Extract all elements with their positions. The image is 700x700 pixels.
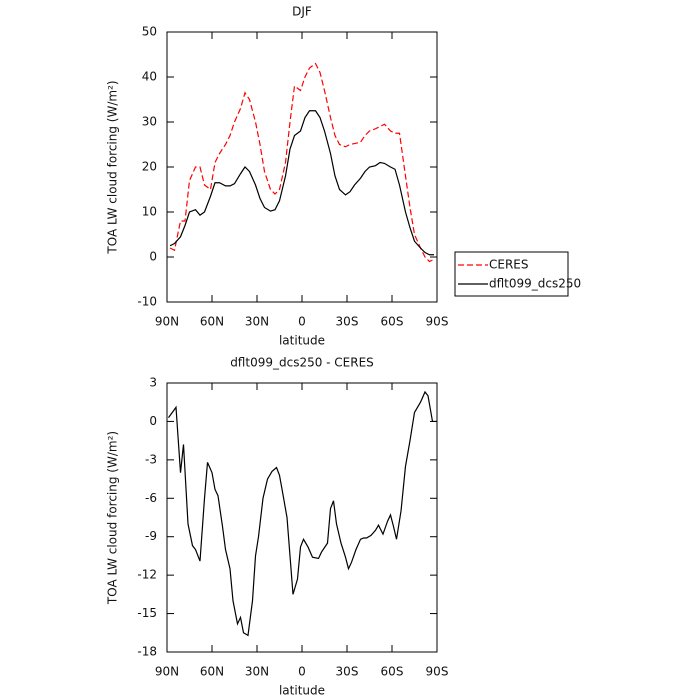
chart-title: dflt099_dcs250 - CERES bbox=[230, 356, 374, 370]
y-tick-label: -10 bbox=[137, 295, 157, 309]
x-tick-label: 30S bbox=[336, 665, 359, 679]
y-tick-label: -3 bbox=[145, 452, 157, 466]
x-tick-label: 30N bbox=[245, 665, 269, 679]
y-tick-label: 30 bbox=[142, 115, 157, 129]
y-tick-label: -6 bbox=[145, 491, 157, 505]
x-tick-label: 90S bbox=[426, 315, 449, 329]
y-tick-label: 3 bbox=[149, 376, 157, 390]
x-tick-label: 90S bbox=[426, 665, 449, 679]
x-tick-label: 60S bbox=[381, 665, 404, 679]
x-axis-label: latitude bbox=[279, 334, 325, 348]
y-tick-label: 40 bbox=[142, 70, 157, 84]
y-tick-label: -9 bbox=[145, 529, 157, 543]
x-axis-label: latitude bbox=[279, 684, 325, 698]
x-tick-label: 30S bbox=[336, 315, 359, 329]
plot-frame bbox=[166, 31, 438, 303]
y-tick-label: 10 bbox=[142, 205, 157, 219]
y-tick-label: -15 bbox=[137, 606, 157, 620]
x-tick-label: 30N bbox=[245, 315, 269, 329]
data-line bbox=[169, 110, 434, 256]
data-line bbox=[169, 62, 435, 263]
x-tick-label: 60S bbox=[381, 315, 404, 329]
y-tick-label: -18 bbox=[137, 645, 157, 659]
x-tick-label: 0 bbox=[298, 665, 306, 679]
chart-title: DJF bbox=[292, 5, 312, 19]
legend-box bbox=[454, 251, 569, 297]
legend-label: CERES bbox=[489, 258, 529, 272]
y-axis-label: TOA LW cloud forcing (W/m²) bbox=[106, 431, 120, 605]
x-tick-label: 90N bbox=[155, 315, 179, 329]
x-tick-label: 90N bbox=[155, 665, 179, 679]
data-line bbox=[168, 390, 437, 637]
x-tick-label: 0 bbox=[298, 315, 306, 329]
y-tick-label: 50 bbox=[142, 25, 157, 39]
y-axis-label: TOA LW cloud forcing (W/m²) bbox=[106, 80, 120, 254]
y-tick-label: 20 bbox=[142, 160, 157, 174]
x-tick-label: 60N bbox=[200, 315, 224, 329]
y-tick-label: -12 bbox=[137, 568, 157, 582]
y-tick-label: 0 bbox=[149, 414, 157, 428]
legend-label: dflt099_dcs250 bbox=[489, 277, 581, 291]
plot-frame bbox=[166, 382, 438, 653]
y-tick-label: 0 bbox=[149, 250, 157, 264]
x-tick-label: 60N bbox=[200, 665, 224, 679]
